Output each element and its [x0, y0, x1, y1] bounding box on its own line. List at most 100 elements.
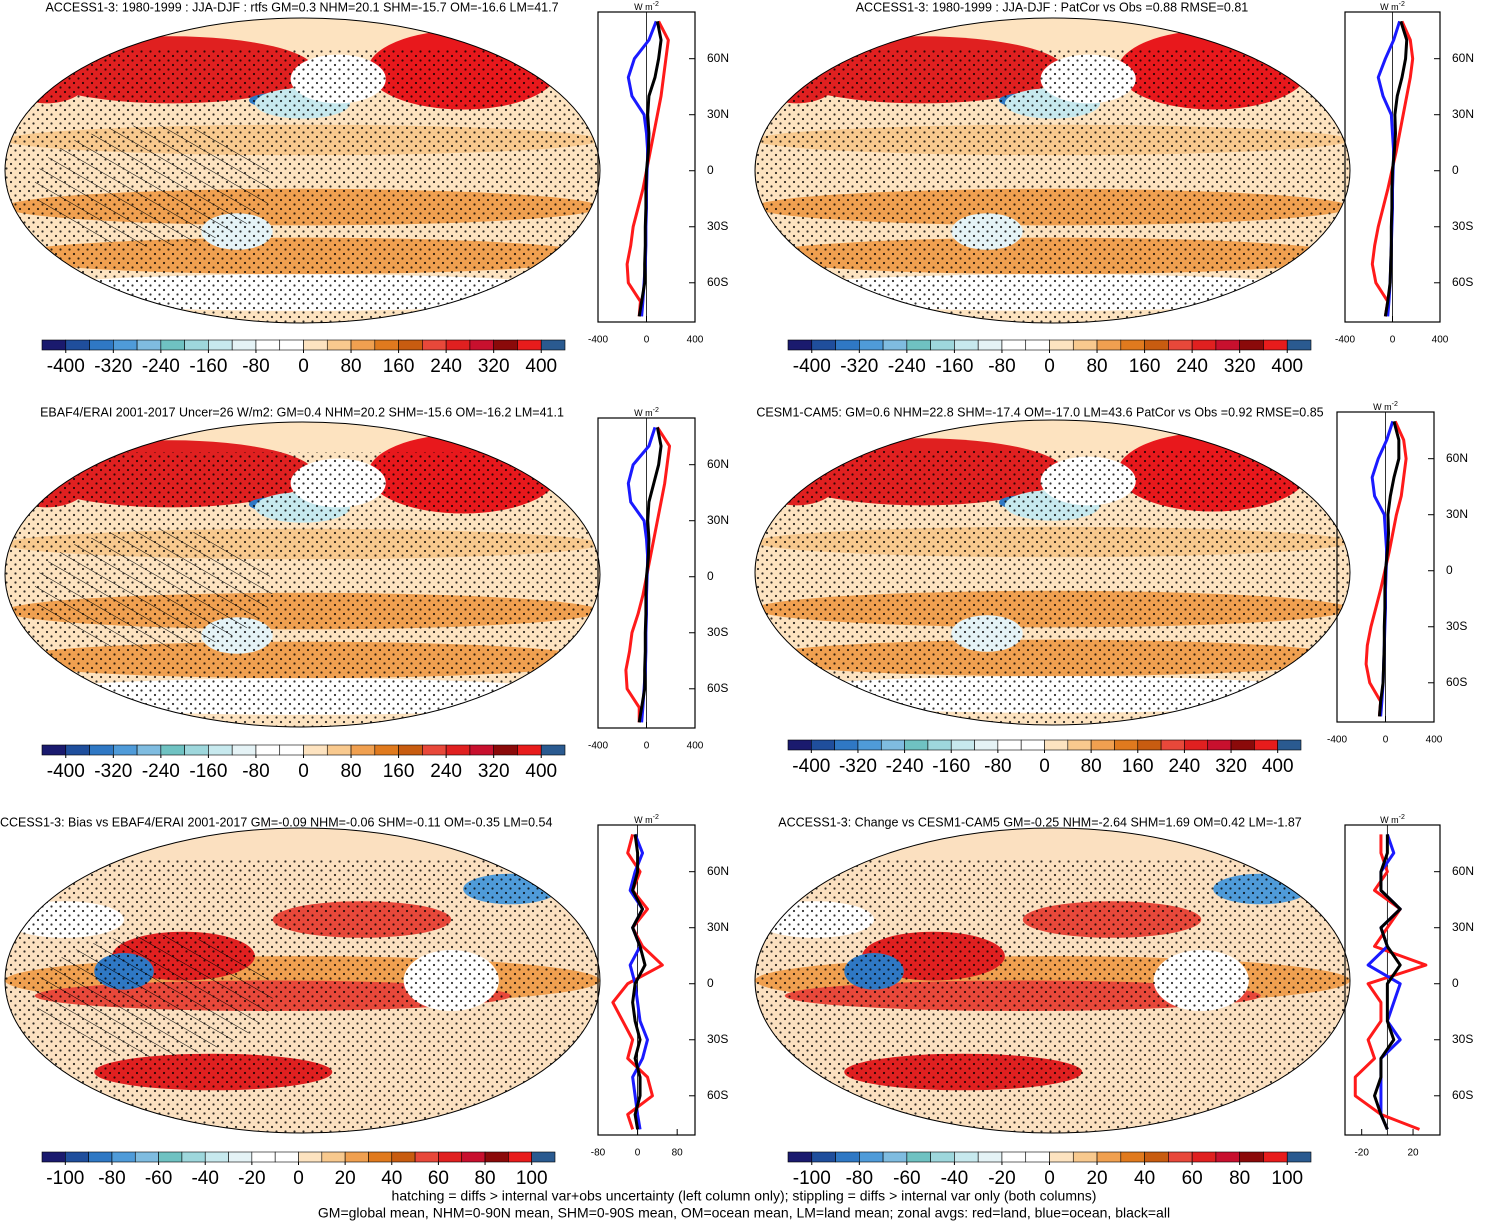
zonal-line	[626, 20, 658, 317]
colorbar-box	[859, 339, 884, 351]
units: W m-2	[1380, 814, 1405, 826]
colorbar-box	[493, 339, 518, 351]
colorbar-box	[65, 1151, 89, 1163]
colorbar-box	[136, 339, 162, 351]
units: W m-2	[634, 1, 659, 13]
x-tick-label: 0	[644, 741, 650, 752]
y-tick-label: 30S	[1452, 219, 1473, 233]
colorbar-box	[787, 739, 812, 751]
colorbar-box	[787, 339, 813, 351]
colorbar-box	[398, 339, 423, 351]
colorbar-label: -320	[839, 756, 877, 777]
x-tick-label: 400	[687, 335, 704, 346]
colorbar-box	[65, 339, 90, 351]
colorbar-label: -320	[840, 356, 878, 377]
colorbar-label: 160	[1129, 356, 1161, 377]
colorbar-label: 80	[1081, 756, 1102, 777]
colorbar-label: 0	[1044, 356, 1055, 377]
colorbar-box	[1144, 1151, 1169, 1163]
colorbar-label: 400	[525, 356, 557, 377]
colorbar-box	[368, 1151, 393, 1163]
units-exponent: -2	[1399, 1, 1405, 8]
colorbar-label: 40	[381, 1168, 402, 1189]
colorbar-box	[1044, 739, 1069, 751]
map	[755, 828, 1350, 1133]
colorbar-box	[1277, 739, 1302, 751]
colorbar-box	[41, 339, 67, 351]
y-tick-label: 30N	[1446, 507, 1468, 521]
colorbar-box	[398, 744, 423, 756]
colorbar-box	[906, 339, 931, 351]
colorbar-box	[1191, 339, 1217, 351]
colorbar-label: -160	[932, 756, 970, 777]
colorbar-label: -100	[793, 1168, 831, 1189]
colorbar-box	[350, 339, 376, 351]
y-tick-label: 60S	[707, 681, 728, 695]
colorbar-label: -80	[242, 761, 269, 782]
colorbar-box	[279, 339, 304, 351]
colorbar-label: 20	[1086, 1168, 1107, 1189]
zonal-line	[626, 426, 657, 723]
colorbar-box	[88, 1151, 113, 1163]
colorbar-box	[1230, 739, 1255, 751]
colorbar-box	[811, 339, 836, 351]
colorbar-label: 240	[430, 761, 462, 782]
colorbar-label: 80	[1229, 1168, 1250, 1189]
colorbar-box	[1020, 739, 1045, 751]
colorbar-label: -80	[984, 756, 1011, 777]
colorbar-label: -400	[793, 356, 831, 377]
map-border	[754, 827, 1351, 1134]
units-base: W m	[634, 2, 653, 12]
colorbar-box	[204, 1151, 229, 1163]
colorbar-label: -80	[98, 1168, 125, 1189]
x-tick-label: -400	[588, 335, 608, 346]
x-tick-label: 0	[644, 335, 650, 346]
colorbar-box	[184, 744, 209, 756]
colorbar-box	[1001, 1151, 1027, 1163]
colorbar-label: 0	[298, 356, 309, 377]
colorbar-box	[882, 1151, 908, 1163]
colorbar-box	[208, 744, 233, 756]
x-tick-label: 0	[1390, 335, 1396, 346]
y-tick-label: 30N	[1452, 920, 1474, 934]
colorbar-label: -20	[988, 1168, 1015, 1189]
colorbar-label: -240	[888, 356, 926, 377]
map	[755, 18, 1350, 323]
colorbar-label: 240	[1169, 756, 1201, 777]
colorbar-label: 240	[430, 356, 462, 377]
colorbar-label: 80	[340, 761, 361, 782]
colorbar-label: 80	[340, 356, 361, 377]
colorbar-box	[89, 339, 114, 351]
colorbar-box	[517, 744, 542, 756]
panel-title: ACCESS1-3: Change vs CESM1-CAM5 GM=-0.25…	[778, 815, 1302, 829]
colorbar-box	[251, 1151, 276, 1163]
stippling	[755, 858, 1350, 1133]
units-base: W m	[1380, 815, 1399, 825]
map-border	[4, 421, 601, 728]
colorbar-label: -400	[792, 756, 830, 777]
colorbar-box	[811, 1151, 836, 1163]
colorbar-label: 80	[1086, 356, 1107, 377]
units-exponent: -2	[653, 1, 659, 8]
colorbar-box	[422, 744, 447, 756]
y-tick-label: 30S	[707, 1032, 728, 1046]
colorbar-box	[1137, 739, 1162, 751]
colorbar-box	[930, 1151, 955, 1163]
colorbar-box	[1096, 339, 1122, 351]
y-tick-label: 60S	[1452, 1088, 1473, 1102]
colorbar-box	[255, 339, 281, 351]
colorbar-box	[184, 339, 209, 351]
colorbar-label: 80	[474, 1168, 495, 1189]
colorbar-box	[181, 1151, 206, 1163]
colorbar-box	[1120, 339, 1145, 351]
colorbar-box	[1114, 739, 1139, 751]
colorbar-label: 60	[428, 1168, 449, 1189]
colorbar-box	[997, 739, 1022, 751]
colorbar-box	[531, 1151, 556, 1163]
colorbar-box	[1144, 339, 1169, 351]
map-border	[754, 419, 1351, 726]
units: W m-2	[1380, 1, 1405, 13]
colorbar-box	[321, 1151, 346, 1163]
colorbar-box	[41, 744, 67, 756]
y-tick-label: 60N	[1452, 864, 1474, 878]
